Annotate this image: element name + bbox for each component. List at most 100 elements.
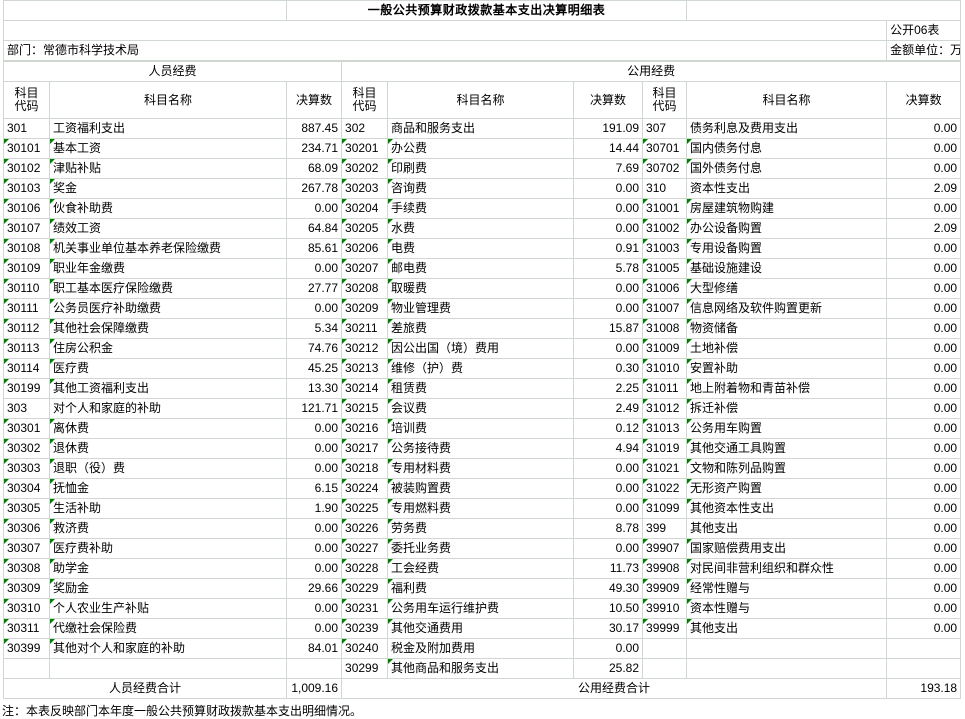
cell-code: 399 bbox=[642, 518, 688, 539]
cell-subject-name: 工会经费 bbox=[387, 558, 575, 579]
cell-code: 30307 bbox=[3, 538, 50, 559]
cell-amount: 0.00 bbox=[573, 538, 644, 559]
cell-subject-name: 退职（役）费 bbox=[49, 458, 287, 479]
cell-subject-name: 会议费 bbox=[387, 398, 575, 419]
cell-amount: 0.00 bbox=[285, 298, 343, 319]
table-row: 301 工资福利支出 887.45 302 商品和服务支出 191.09 307 债务利息及费… bbox=[3, 118, 962, 139]
cell-amount: 0.00 bbox=[285, 438, 343, 459]
cell-subject-name: 土地补偿 bbox=[686, 338, 888, 359]
cell-amount: 121.71 bbox=[285, 398, 343, 419]
cell-amount: 0.00 bbox=[886, 398, 962, 419]
cell-subject-name: 物业管理费 bbox=[387, 298, 575, 319]
cell-code: 30217 bbox=[341, 438, 389, 459]
personnel-total-label: 人员经费合计 bbox=[3, 678, 287, 699]
cell-subject-name: 绩效工资 bbox=[49, 218, 287, 239]
cell-amount: 0.00 bbox=[573, 198, 644, 219]
cell-amount: 0.00 bbox=[886, 558, 962, 579]
cell-amount: 0.00 bbox=[886, 458, 962, 479]
cell-subject-name: 福利费 bbox=[387, 578, 575, 599]
cell-amount: 234.71 bbox=[285, 138, 343, 159]
cell-code: 30107 bbox=[3, 218, 50, 239]
cell-amount: 8.78 bbox=[573, 518, 644, 539]
cell-subject-name bbox=[686, 638, 888, 659]
cell-subject-name: 专用设备购置 bbox=[686, 238, 888, 259]
cell-subject-name bbox=[686, 658, 888, 679]
cell-code: 30212 bbox=[341, 338, 389, 359]
cell-subject-name: 商品和服务支出 bbox=[387, 118, 575, 139]
cell-code: 31021 bbox=[642, 458, 688, 479]
cell-code: 30103 bbox=[3, 178, 50, 199]
cell-subject-name: 电费 bbox=[387, 238, 575, 259]
cell-subject-name: 取暖费 bbox=[387, 278, 575, 299]
cell-code: 30109 bbox=[3, 258, 50, 279]
cell-subject-name: 助学金 bbox=[49, 558, 287, 579]
cell-amount: 0.00 bbox=[886, 238, 962, 259]
table-row: 30113 住房公积金 74.76 30212 因公出国（境）费用 0.00 31009 土地… bbox=[3, 338, 962, 359]
cell-code: 30306 bbox=[3, 518, 50, 539]
cell-code: 31010 bbox=[642, 358, 688, 379]
cell-amount: 68.09 bbox=[285, 158, 343, 179]
cell-code: 30399 bbox=[3, 638, 50, 659]
cell-amount: 0.00 bbox=[886, 478, 962, 499]
cell-amount: 0.00 bbox=[285, 558, 343, 579]
cell-subject-name: 国外债务付息 bbox=[686, 158, 888, 179]
cell-code: 31011 bbox=[642, 378, 688, 399]
cell-subject-name: 职工基本医疗保险缴费 bbox=[49, 278, 287, 299]
cell-subject-name: 培训费 bbox=[387, 418, 575, 439]
form-number: 公开06表 bbox=[886, 20, 962, 41]
table-row: 30306 救济费 0.00 30226 劳务费 8.78 399 其他支出 0.00 bbox=[3, 518, 962, 539]
cell-amount: 0.00 bbox=[886, 158, 962, 179]
cell-code: 30240 bbox=[341, 638, 389, 659]
cell-amount: 887.45 bbox=[285, 118, 343, 139]
cell-amount: 0.00 bbox=[285, 458, 343, 479]
table-row: 30112 其他社会保障缴费 5.34 30211 差旅费 15.87 31008 物资储备 0… bbox=[3, 318, 962, 339]
cell-subject-name: 工资福利支出 bbox=[49, 118, 287, 139]
cell-code: 30215 bbox=[341, 398, 389, 419]
cell-code: 31022 bbox=[642, 478, 688, 499]
cell-code: 30110 bbox=[3, 278, 50, 299]
cell-amount: 0.00 bbox=[886, 118, 962, 139]
table-row: 30114 医疗费 45.25 30213 维修（护）费 0.30 31010 安置补助 0.0… bbox=[3, 358, 962, 379]
cell-code: 30205 bbox=[341, 218, 389, 239]
cell-amount: 29.66 bbox=[285, 578, 343, 599]
department-row: 部门：常德市科学技术局 金额单位：万元 bbox=[2, 40, 962, 61]
cell-subject-name: 国内债务付息 bbox=[686, 138, 888, 159]
cell-subject-name: 信息网络及软件购置更新 bbox=[686, 298, 888, 319]
cell-amount bbox=[886, 638, 962, 659]
cell-code: 39907 bbox=[642, 538, 688, 559]
cell-subject-name: 房屋建筑物购建 bbox=[686, 198, 888, 219]
cell-subject-name: 被装购置费 bbox=[387, 478, 575, 499]
table-row: 30107 绩效工资 64.84 30205 水费 0.00 31002 办公设备购置 2.09 bbox=[3, 218, 962, 239]
title-row: 一般公共预算财政拨款基本支出决算明细表 bbox=[3, 0, 962, 21]
cell-code: 30231 bbox=[341, 598, 389, 619]
cell-amount: 0.00 bbox=[573, 638, 644, 659]
table-row: 30106 伙食补助费 0.00 30204 手续费 0.00 31001 房屋建筑物购建 0.… bbox=[3, 198, 962, 219]
page-title: 一般公共预算财政拨款基本支出决算明细表 bbox=[285, 0, 688, 21]
cell-subject-name: 代缴社会保险费 bbox=[49, 618, 287, 639]
cell-code: 30108 bbox=[3, 238, 50, 259]
table-row: 30102 津贴补贴 68.09 30202 印刷费 7.69 30702 国外债务付息 0.0… bbox=[3, 158, 962, 179]
cell-code: 30113 bbox=[3, 338, 50, 359]
cell-amount: 1.90 bbox=[285, 498, 343, 519]
cell-amount: 11.73 bbox=[573, 558, 644, 579]
cell-amount: 0.91 bbox=[573, 238, 644, 259]
cell-code: 30218 bbox=[341, 458, 389, 479]
cell-subject-name: 拆迁补偿 bbox=[686, 398, 888, 419]
cell-code: 310 bbox=[642, 178, 688, 199]
cell-amount: 30.17 bbox=[573, 618, 644, 639]
cell-code: 30101 bbox=[3, 138, 50, 159]
cell-subject-name: 大型修缮 bbox=[686, 278, 888, 299]
col-header-name-3: 科目名称 bbox=[686, 81, 888, 119]
cell-amount: 10.50 bbox=[573, 598, 644, 619]
column-header-row: 科目 代码 科目名称 决算数 科目 代码 科目名称 决算数 科目 代码 科目名称… bbox=[3, 81, 962, 119]
cell-subject-name: 退休费 bbox=[49, 438, 287, 459]
table-row: 30309 奖励金 29.66 30229 福利费 49.30 39909 经常性赠与 0.00 bbox=[3, 578, 962, 599]
cell-amount: 0.00 bbox=[886, 338, 962, 359]
cell-amount: 2.09 bbox=[886, 178, 962, 199]
cell-amount: 0.00 bbox=[886, 538, 962, 559]
cell-amount: 0.00 bbox=[573, 338, 644, 359]
cell-subject-name: 奖励金 bbox=[49, 578, 287, 599]
cell-subject-name: 其他交通费用 bbox=[387, 618, 575, 639]
cell-code: 39909 bbox=[642, 578, 688, 599]
cell-subject-name: 无形资产购置 bbox=[686, 478, 888, 499]
